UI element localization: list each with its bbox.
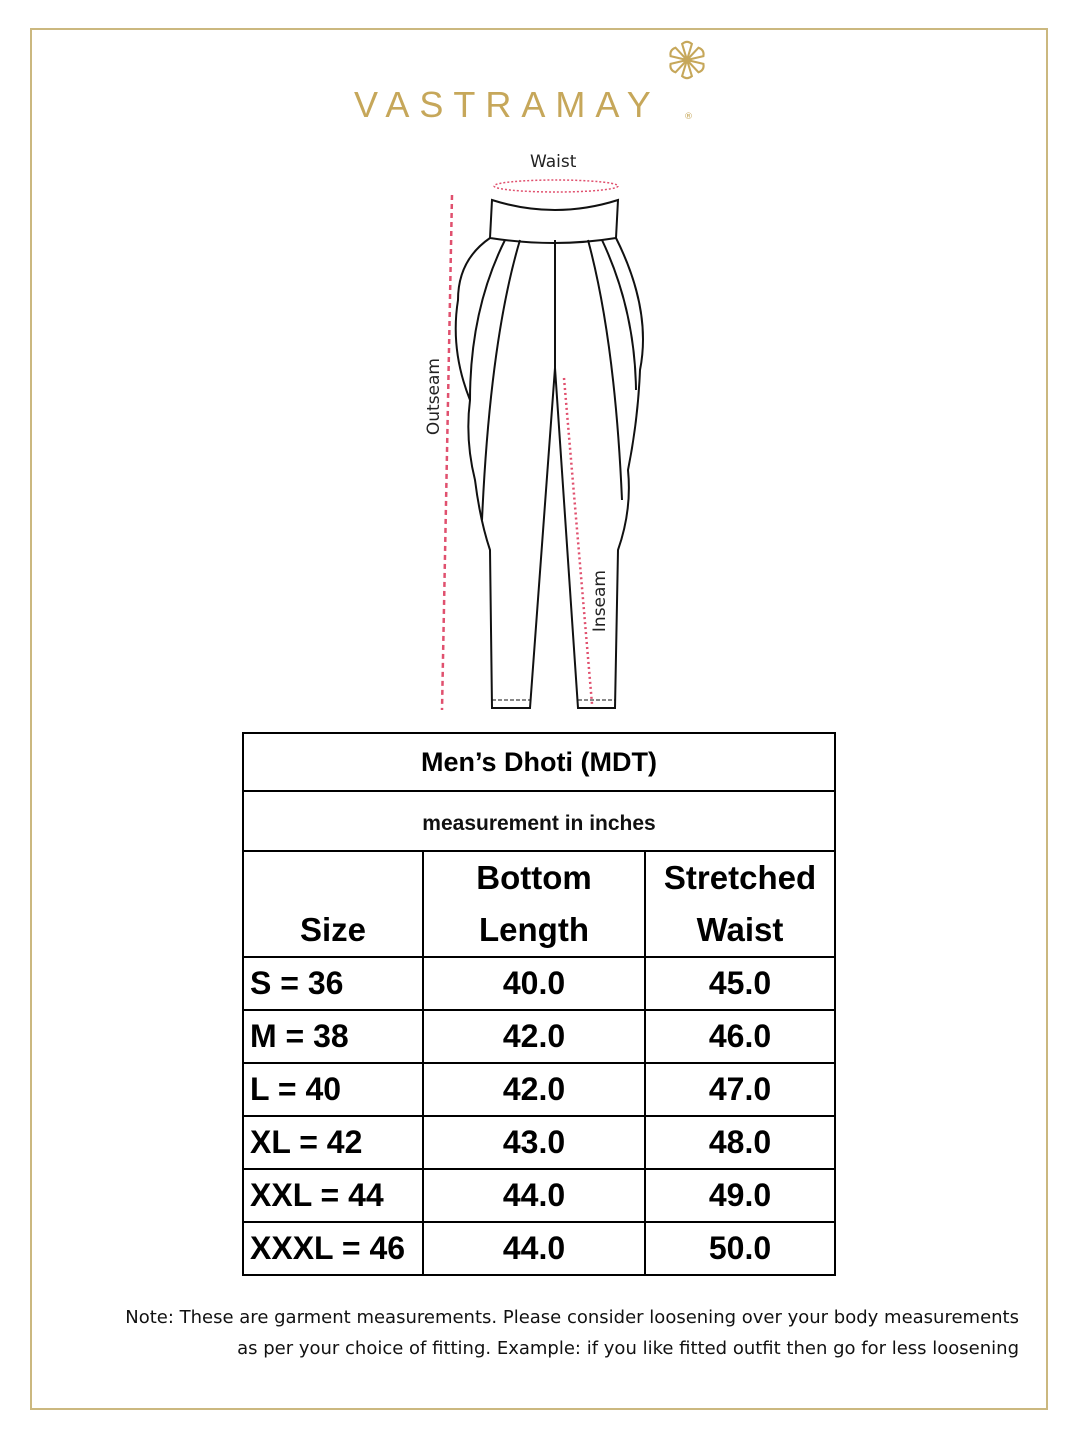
size-cell: M = 38 — [242, 1009, 424, 1064]
stretched-waist-cell: 46.0 — [643, 1009, 837, 1064]
header-bottom-length-line2: Length — [479, 911, 589, 948]
size-cell: XXXL = 46 — [242, 1221, 424, 1276]
outseam-measure-line — [440, 194, 454, 711]
table-row: S = 36 40.0 45.0 — [242, 956, 837, 1011]
bottom-length-cell: 42.0 — [422, 1062, 646, 1117]
fit-note-line2: as per your choice of fitting. Example: … — [237, 1338, 1019, 1359]
header-stretched-waist-line2: Waist — [696, 911, 784, 948]
bottom-length-cell: 42.0 — [422, 1009, 646, 1064]
header-stretched-waist-line1: Stretched — [663, 859, 817, 896]
bottom-length-cell: 40.0 — [422, 956, 646, 1011]
brand-emblem-icon — [667, 40, 707, 80]
size-cell: S = 36 — [242, 956, 424, 1011]
size-cell: L = 40 — [242, 1062, 424, 1117]
header-bottom-length: Bottom Length — [422, 850, 646, 958]
stretched-waist-cell: 49.0 — [643, 1168, 837, 1223]
registered-mark: ® — [684, 112, 693, 122]
fit-note-line1: Note: These are garment measurements. Pl… — [125, 1307, 1019, 1328]
outseam-label: Outseam — [424, 358, 444, 436]
header-size: Size — [242, 850, 424, 958]
stretched-waist-cell: 48.0 — [643, 1115, 837, 1170]
header-size-label: Size — [299, 911, 367, 948]
table-title: Men’s Dhoti (MDT) — [241, 732, 837, 792]
size-chart-table: Men’s Dhoti (MDT) measurement in inches … — [241, 732, 837, 1276]
table-row: L = 40 42.0 47.0 — [242, 1062, 837, 1117]
stretched-waist-cell: 47.0 — [643, 1062, 837, 1117]
inseam-measure-line — [562, 377, 594, 705]
inseam-label: Inseam — [590, 570, 610, 633]
table-subtitle: measurement in inches — [241, 790, 837, 852]
bottom-length-cell: 44.0 — [422, 1168, 646, 1223]
table-row: XXL = 44 44.0 49.0 — [242, 1168, 837, 1223]
table-row: M = 38 42.0 46.0 — [242, 1009, 837, 1064]
table-row: XL = 42 43.0 48.0 — [242, 1115, 837, 1170]
size-cell: XL = 42 — [242, 1115, 424, 1170]
bottom-length-cell: 43.0 — [422, 1115, 646, 1170]
stretched-waist-cell: 45.0 — [643, 956, 837, 1011]
dhoti-pants-illustration — [440, 179, 644, 711]
bottom-length-cell: 44.0 — [422, 1221, 646, 1276]
size-cell: XXL = 44 — [242, 1168, 424, 1223]
fit-note: Note: These are garment measurements. Pl… — [125, 1302, 1019, 1364]
header-stretched-waist: Stretched Waist — [643, 850, 837, 958]
waist-measure-line — [493, 179, 619, 193]
table-row: XXXL = 46 44.0 50.0 — [242, 1221, 837, 1276]
brand-logo: VASTRAMAY — [354, 84, 661, 125]
stretched-waist-cell: 50.0 — [643, 1221, 837, 1276]
page-border — [30, 28, 1048, 1410]
waist-label: Waist — [530, 152, 577, 172]
dhoti-measurement-diagram: Waist Outseam Inseam — [410, 140, 670, 720]
header-bottom-length-line1: Bottom — [476, 859, 592, 896]
